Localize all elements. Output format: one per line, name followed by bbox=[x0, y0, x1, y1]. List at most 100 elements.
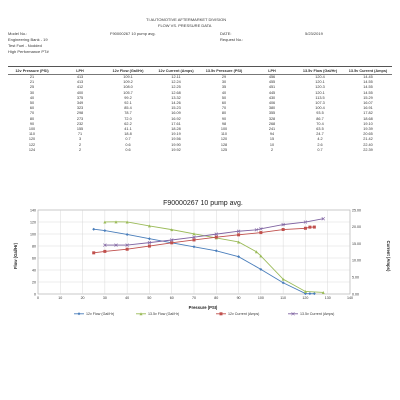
table-header-row: 12v Pressure (PSI) LPH 12v Flow (Gal/Hr) 12… bbox=[8, 67, 392, 75]
y-tick-label: 0 bbox=[34, 292, 36, 296]
data-point-marker bbox=[281, 222, 285, 227]
table-cell: 78.7 bbox=[124, 111, 132, 116]
data-point-marker bbox=[125, 243, 129, 247]
table-cell: 60 bbox=[221, 101, 227, 106]
table-cell: 94 bbox=[269, 132, 275, 137]
performance-label: High Performance PT# bbox=[8, 49, 49, 54]
table-cell: 35 bbox=[221, 85, 227, 90]
data-point-marker bbox=[103, 220, 107, 224]
table-cell: 2 bbox=[270, 147, 274, 152]
table-cell: 451 bbox=[268, 85, 276, 90]
table-cell: 19.92 bbox=[171, 147, 181, 152]
data-point-marker bbox=[303, 220, 308, 224]
table-cell: 22.39 bbox=[363, 147, 373, 152]
table-row: 90 232 62.2 17.61 98 268 70.4 19.10 bbox=[8, 122, 392, 127]
table-row: 124 2 0.6 19.92 125 2 0.7 22.39 bbox=[8, 148, 392, 153]
x-tick-label: 0 bbox=[37, 296, 39, 300]
table-cell: 125 bbox=[220, 147, 228, 152]
data-point-marker bbox=[214, 235, 218, 239]
table-cell: 109.1 bbox=[123, 75, 133, 79]
table-cell: 21.42 bbox=[363, 137, 373, 142]
table-cell: 456 bbox=[268, 75, 276, 79]
y-tick-label: 140 bbox=[30, 208, 36, 212]
data-point-marker bbox=[125, 220, 129, 224]
table-cell: 16.07 bbox=[363, 101, 373, 106]
table-cell: 21 bbox=[29, 75, 35, 79]
table-cell: 17.61 bbox=[171, 121, 181, 126]
x-axis-label: Pressure (PSI) bbox=[189, 305, 218, 310]
table-cell: 323 bbox=[76, 106, 84, 111]
y2-tick-label: 5.00 bbox=[352, 276, 359, 280]
x-tick-label: 130 bbox=[325, 296, 331, 300]
table-cell: 0.6 bbox=[125, 147, 131, 152]
legend-label: 13.5v Flow (Gal/Hr) bbox=[148, 312, 179, 316]
x-tick-label: 110 bbox=[280, 296, 286, 300]
data-point-marker bbox=[192, 238, 196, 242]
table-cell: 18.8 bbox=[124, 132, 132, 137]
model-label: Model No.: bbox=[8, 31, 28, 36]
table-cell: 100 bbox=[220, 127, 228, 132]
table-cell: 2 bbox=[78, 142, 82, 147]
table-cell: 18.28 bbox=[171, 127, 181, 132]
table-cell: 19.90 bbox=[171, 142, 181, 147]
data-point-marker bbox=[103, 249, 107, 253]
y2-tick-label: 10.00 bbox=[352, 259, 361, 263]
table-header-cell: 13.5v Flow (Gal/Hr) bbox=[296, 67, 344, 75]
data-point-marker bbox=[237, 255, 241, 259]
table-cell: 60 bbox=[29, 106, 35, 111]
table-cell: 12.25 bbox=[171, 85, 181, 90]
y-tick-label: 100 bbox=[30, 232, 36, 236]
table-cell: 16.91 bbox=[363, 106, 373, 111]
table-cell: 16.92 bbox=[171, 116, 181, 121]
table-cell: 80 bbox=[221, 111, 227, 116]
table-cell: 86.7 bbox=[316, 116, 324, 121]
table-cell: 15.29 bbox=[363, 95, 373, 100]
table-cell: 98 bbox=[221, 121, 227, 126]
table-cell: 120.3 bbox=[315, 85, 325, 90]
y2-tick-label: 20.00 bbox=[352, 225, 361, 229]
table-cell: 109.2 bbox=[123, 80, 133, 85]
table-cell: 298 bbox=[76, 111, 84, 116]
x-tick-label: 120 bbox=[302, 296, 308, 300]
data-point-marker bbox=[321, 217, 325, 221]
table-cell: 155 bbox=[76, 127, 84, 132]
x-tick-label: 100 bbox=[258, 296, 264, 300]
data-point-marker bbox=[103, 243, 107, 247]
table-cell: 14.45 bbox=[363, 75, 373, 79]
table-cell: 12.11 bbox=[171, 75, 181, 79]
table-cell: 455 bbox=[268, 80, 276, 85]
table-cell: 70 bbox=[221, 106, 227, 111]
table-header-cell: 12v Current (Amps) bbox=[152, 67, 200, 75]
table-cell: 445 bbox=[268, 90, 276, 95]
table-row: 21 413 109.1 12.11 29 456 120.4 14.45 bbox=[8, 75, 392, 81]
data-point-marker bbox=[259, 231, 263, 235]
table-row: 122 2 0.6 19.90 128 10 2.6 22.40 bbox=[8, 143, 392, 148]
table-cell: 430 bbox=[268, 95, 276, 100]
x-tick-label: 80 bbox=[214, 296, 218, 300]
table-cell: 110 bbox=[220, 132, 228, 137]
table-header-cell: 12v Flow (Gal/Hr) bbox=[104, 67, 152, 75]
table-cell: 113.5 bbox=[315, 95, 325, 100]
data-point-marker bbox=[281, 228, 285, 232]
table-cell: 0.6 bbox=[125, 142, 131, 147]
data-point-marker bbox=[125, 232, 129, 236]
y2-tick-label: 25.00 bbox=[352, 208, 361, 212]
data-point-marker bbox=[147, 240, 152, 245]
table-cell: 30 bbox=[221, 80, 227, 85]
table-cell: 107.3 bbox=[315, 101, 325, 106]
table-cell: 19.39 bbox=[363, 127, 373, 132]
data-point-marker bbox=[192, 245, 196, 249]
table-cell: 2.6 bbox=[317, 142, 323, 147]
table-header-cell: 13.5v Current (Amps) bbox=[344, 67, 392, 75]
table-cell: 16.09 bbox=[171, 111, 181, 116]
chart-title: F90000267 10 pump avg. bbox=[163, 200, 243, 207]
data-point-marker bbox=[259, 254, 263, 258]
table-cell: 100.4 bbox=[315, 106, 325, 111]
request-label: Request No.: bbox=[220, 37, 244, 42]
table-cell: 12.68 bbox=[171, 90, 181, 95]
table-cell: 85.4 bbox=[124, 106, 132, 111]
data-point-marker bbox=[237, 233, 241, 237]
data-point-marker bbox=[147, 244, 151, 248]
table-row: 100 155 41.1 18.28 100 241 63.5 19.39 bbox=[8, 127, 392, 132]
